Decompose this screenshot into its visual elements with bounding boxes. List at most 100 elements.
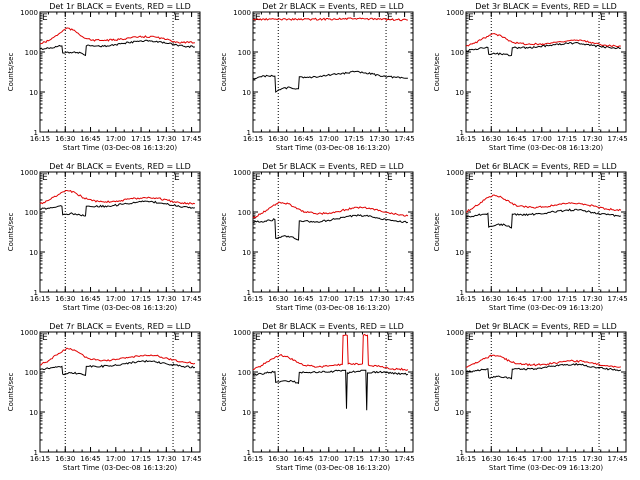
x-tick-label: 17:15 [344, 455, 364, 463]
marker-label: E [174, 13, 180, 23]
marker-label: E [174, 333, 180, 343]
y-tick-label: 1 [460, 449, 464, 457]
y-tick-label: 10 [455, 249, 464, 257]
x-tick-label: 17:30 [582, 455, 602, 463]
y-tick-label: 1 [460, 289, 464, 297]
y-tick-label: 1000 [20, 329, 38, 337]
x-tick-label: 17:45 [181, 455, 201, 463]
corner-label: E [255, 333, 261, 343]
marker-label: E [600, 333, 606, 343]
plot-frame [252, 171, 414, 293]
x-axis-label: Start Time (03-Dec-08 16:13:20) [276, 144, 390, 152]
y-axis-label: Counts/sec [7, 213, 15, 252]
lld-series-line [39, 27, 195, 45]
x-tick-label: 17:00 [319, 455, 339, 463]
y-tick-label: 100 [238, 49, 251, 57]
y-tick-label: 1 [34, 129, 38, 137]
panel-det-8: Det 8r BLACK = Events, RED = LLDEE110100… [220, 322, 415, 472]
x-tick-label: 17:00 [106, 295, 126, 303]
y-tick-label: 100 [25, 369, 38, 377]
x-tick-label: 16:30 [268, 455, 288, 463]
x-tick-label: 17:30 [369, 455, 389, 463]
y-tick-label: 1 [34, 289, 38, 297]
events-series-line [252, 369, 409, 411]
panel-det-2: Det 2r BLACK = Events, RED = LLDEE110100… [220, 2, 415, 152]
x-tick-label: 16:15 [456, 135, 476, 143]
x-tick-label: 17:00 [106, 455, 126, 463]
x-tick-label: 16:15 [456, 295, 476, 303]
x-axis-label: Start Time (03-Dec-08 16:13:20) [63, 464, 177, 472]
y-tick-label: 100 [238, 369, 251, 377]
plot-frame [465, 11, 627, 133]
panel-det-5: Det 5r BLACK = Events, RED = LLDEE110100… [220, 162, 415, 312]
corner-label: E [42, 13, 48, 23]
x-tick-label: 16:30 [268, 295, 288, 303]
x-tick-label: 17:30 [369, 135, 389, 143]
panel-det-9: Det 9r BLACK = Events, RED = LLDEE110100… [433, 322, 628, 472]
x-tick-label: 16:30 [55, 455, 75, 463]
x-tick-label: 16:30 [481, 455, 501, 463]
events-series-line [465, 41, 622, 57]
x-tick-label: 17:45 [394, 455, 414, 463]
x-tick-label: 17:00 [319, 295, 339, 303]
events-series-line [465, 208, 622, 229]
y-tick-label: 10 [455, 409, 464, 417]
x-tick-label: 17:15 [344, 135, 364, 143]
x-tick-label: 17:30 [156, 135, 176, 143]
x-axis-label: Start Time (03-Dec-08 16:13:20) [63, 144, 177, 152]
panel-title: Det 1r BLACK = Events, RED = LLD [49, 2, 191, 11]
y-axis-label: Counts/sec [7, 373, 15, 412]
x-tick-label: 16:30 [55, 295, 75, 303]
y-tick-label: 1 [34, 449, 38, 457]
x-tick-label: 17:45 [607, 295, 627, 303]
y-tick-label: 1 [247, 129, 251, 137]
x-tick-label: 17:45 [394, 295, 414, 303]
corner-label: E [42, 173, 48, 183]
y-tick-label: 1 [247, 289, 251, 297]
plot-frame [39, 171, 201, 293]
y-tick-label: 1000 [446, 329, 464, 337]
panel-det-3: Det 3r BLACK = Events, RED = LLDEE110100… [433, 2, 628, 152]
x-tick-label: 17:00 [532, 455, 552, 463]
corner-label: E [468, 13, 474, 23]
y-axis-label: Counts/sec [7, 53, 15, 92]
x-tick-label: 17:00 [106, 135, 126, 143]
y-tick-label: 10 [242, 409, 251, 417]
x-tick-label: 16:45 [293, 295, 313, 303]
y-tick-label: 1000 [233, 329, 251, 337]
corner-label: E [468, 333, 474, 343]
x-tick-label: 17:00 [532, 295, 552, 303]
y-tick-label: 1000 [233, 169, 251, 177]
x-tick-label: 16:30 [268, 135, 288, 143]
y-tick-label: 10 [455, 89, 464, 97]
lld-series-line [252, 201, 409, 219]
events-series-line [39, 39, 196, 57]
x-tick-label: 17:15 [557, 295, 577, 303]
plot-frame [252, 11, 414, 133]
panel-det-4: Det 4r BLACK = Events, RED = LLDEE110100… [7, 162, 202, 312]
x-tick-label: 16:15 [243, 295, 263, 303]
lld-series-line [252, 17, 409, 22]
y-tick-label: 1000 [233, 9, 251, 17]
marker-label: E [387, 13, 393, 23]
lld-series-line [465, 354, 622, 368]
x-tick-label: 16:45 [293, 455, 313, 463]
y-tick-label: 100 [451, 209, 464, 217]
events-series-line [252, 70, 408, 93]
events-series-line [39, 359, 196, 377]
y-tick-label: 1 [460, 129, 464, 137]
panel-title: Det 6r BLACK = Events, RED = LLD [475, 162, 617, 171]
lld-series-line [465, 32, 622, 48]
x-axis-label: Start Time (03-Dec-09 16:13:20) [489, 464, 603, 472]
plot-frame [465, 171, 627, 293]
x-tick-label: 16:15 [243, 455, 263, 463]
x-tick-label: 16:45 [293, 135, 313, 143]
x-tick-label: 17:45 [607, 135, 627, 143]
panel-title: Det 7r BLACK = Events, RED = LLD [49, 322, 191, 331]
y-tick-label: 10 [242, 89, 251, 97]
plot-frame [252, 331, 414, 453]
lld-series-line [252, 333, 409, 371]
corner-label: E [255, 13, 261, 23]
panel-title: Det 4r BLACK = Events, RED = LLD [49, 162, 191, 171]
